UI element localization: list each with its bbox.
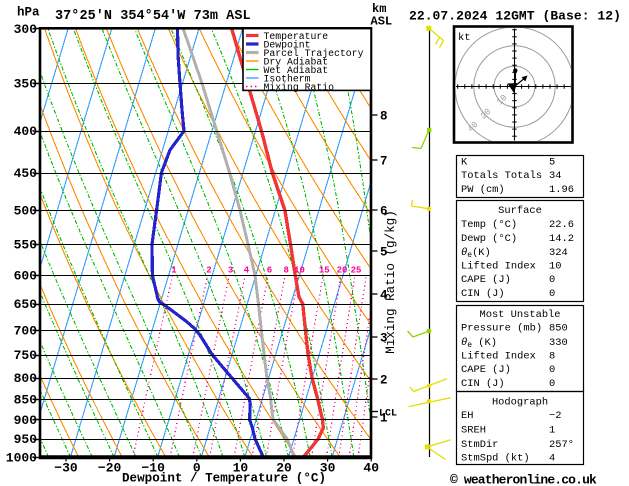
svg-text:8: 8 <box>549 350 555 362</box>
svg-text:3: 3 <box>228 266 233 276</box>
svg-text:ASL: ASL <box>371 15 393 29</box>
svg-text:1: 1 <box>171 266 177 276</box>
svg-text:900: 900 <box>14 413 38 428</box>
svg-text:2: 2 <box>380 374 388 388</box>
svg-text:350: 350 <box>14 77 38 92</box>
svg-text:Hodograph: Hodograph <box>492 396 548 408</box>
svg-text:© weatheronline.co.uk: © weatheronline.co.uk <box>450 473 597 486</box>
svg-text:8: 8 <box>380 110 388 124</box>
svg-text:8: 8 <box>284 266 289 276</box>
svg-text:950: 950 <box>14 432 38 447</box>
svg-text:SREH: SREH <box>461 424 486 436</box>
svg-text:Parcel Trajectory: Parcel Trajectory <box>264 48 364 59</box>
svg-text:θe (K): θe (K) <box>461 337 497 350</box>
svg-text:330: 330 <box>549 337 568 349</box>
svg-text:LCL: LCL <box>379 409 397 420</box>
svg-text:Dewpoint: Dewpoint <box>264 39 311 50</box>
svg-text:θe(K): θe(K) <box>461 247 491 260</box>
svg-text:EH: EH <box>461 410 473 422</box>
svg-text:5: 5 <box>549 156 555 168</box>
svg-text:km: km <box>372 2 386 16</box>
svg-text:−10: −10 <box>141 461 165 476</box>
svg-text:0: 0 <box>549 274 555 286</box>
svg-text:3: 3 <box>380 332 388 346</box>
svg-text:−30: −30 <box>54 461 78 476</box>
svg-text:6: 6 <box>380 205 388 219</box>
svg-text:Temp (°C): Temp (°C) <box>461 219 517 231</box>
svg-text:Wet Adiabat: Wet Adiabat <box>264 65 329 76</box>
svg-text:Mixing Ratio: Mixing Ratio <box>264 82 335 93</box>
svg-text:K: K <box>461 156 468 168</box>
svg-text:kt: kt <box>458 32 471 44</box>
svg-text:22.07.2024 12GMT (Base: 12): 22.07.2024 12GMT (Base: 12) <box>409 9 621 24</box>
svg-text:Most Unstable: Most Unstable <box>479 309 560 321</box>
svg-text:1: 1 <box>380 412 388 426</box>
svg-text:22.6: 22.6 <box>549 219 574 231</box>
svg-text:Isotherm: Isotherm <box>264 73 311 84</box>
svg-text:550: 550 <box>14 238 38 253</box>
svg-text:Surface: Surface <box>498 205 542 217</box>
svg-text:hPa: hPa <box>17 6 40 20</box>
svg-text:10: 10 <box>294 266 305 276</box>
svg-text:6: 6 <box>267 266 272 276</box>
svg-text:StmSpd (kt): StmSpd (kt) <box>461 452 530 464</box>
svg-text:Lifted Index: Lifted Index <box>461 350 536 362</box>
svg-text:300: 300 <box>14 22 38 37</box>
svg-text:2: 2 <box>206 266 211 276</box>
svg-text:600: 600 <box>14 268 38 283</box>
svg-text:Pressure (mb): Pressure (mb) <box>461 322 542 334</box>
svg-text:40: 40 <box>466 120 481 135</box>
svg-text:CAPE (J): CAPE (J) <box>461 274 511 286</box>
svg-text:20: 20 <box>337 266 348 276</box>
svg-text:20: 20 <box>276 461 292 476</box>
svg-text:Dewpoint / Temperature (°C): Dewpoint / Temperature (°C) <box>122 472 326 486</box>
svg-text:10: 10 <box>549 260 561 272</box>
svg-text:0: 0 <box>193 461 201 476</box>
svg-text:850: 850 <box>14 392 38 407</box>
svg-text:−20: −20 <box>98 461 122 476</box>
svg-text:450: 450 <box>14 166 38 181</box>
svg-text:4: 4 <box>549 452 555 464</box>
svg-text:CAPE (J): CAPE (J) <box>461 364 511 376</box>
svg-text:40: 40 <box>363 461 379 476</box>
svg-text:Dry Adiabat: Dry Adiabat <box>264 56 329 67</box>
svg-text:1: 1 <box>549 424 555 436</box>
svg-text:14.2: 14.2 <box>549 233 574 245</box>
svg-text:0: 0 <box>549 364 555 376</box>
svg-text:7: 7 <box>380 155 388 169</box>
svg-text:Temperature: Temperature <box>264 31 329 42</box>
svg-text:1000: 1000 <box>6 450 37 465</box>
svg-text:650: 650 <box>14 297 38 312</box>
svg-text:0: 0 <box>549 288 555 300</box>
svg-text:CIN (J): CIN (J) <box>461 288 505 300</box>
svg-text:Dewp (°C): Dewp (°C) <box>461 233 517 245</box>
svg-text:Lifted Index: Lifted Index <box>461 260 536 272</box>
svg-text:34: 34 <box>549 170 561 182</box>
svg-text:25: 25 <box>351 266 362 276</box>
svg-text:Totals Totals: Totals Totals <box>461 170 542 182</box>
svg-text:4: 4 <box>380 289 388 303</box>
svg-text:37°25'N 354°54'W 73m ASL: 37°25'N 354°54'W 73m ASL <box>55 9 251 24</box>
svg-text:800: 800 <box>14 371 38 386</box>
svg-text:400: 400 <box>14 124 38 139</box>
svg-text:StmDir: StmDir <box>461 439 498 451</box>
svg-text:500: 500 <box>14 204 38 219</box>
svg-text:0: 0 <box>549 378 555 390</box>
svg-text:5: 5 <box>380 246 388 260</box>
svg-text:Mixing Ratio (g/kg): Mixing Ratio (g/kg) <box>384 210 398 354</box>
svg-text:30: 30 <box>320 461 336 476</box>
svg-text:CIN (J): CIN (J) <box>461 378 505 390</box>
svg-text:10: 10 <box>233 461 249 476</box>
svg-text:750: 750 <box>14 348 38 363</box>
svg-text:324: 324 <box>549 247 568 259</box>
svg-text:1.96: 1.96 <box>549 184 574 196</box>
svg-text:850: 850 <box>549 322 568 334</box>
svg-text:700: 700 <box>14 323 38 338</box>
svg-text:−2: −2 <box>549 410 561 422</box>
svg-text:PW (cm): PW (cm) <box>461 184 505 196</box>
svg-text:4: 4 <box>244 266 250 276</box>
svg-text:257°: 257° <box>549 439 574 451</box>
svg-text:15: 15 <box>319 266 330 276</box>
